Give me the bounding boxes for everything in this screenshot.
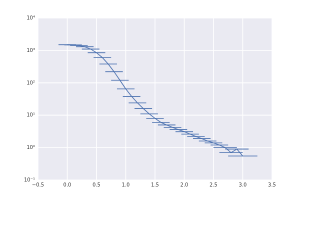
y-tick-label: 10¹ <box>27 113 35 119</box>
x-tick-label: 3.5 <box>268 183 276 189</box>
x-tick-label: 0.0 <box>63 183 71 189</box>
y-tick-label: 10⁴ <box>27 16 35 22</box>
x-tick-label: 3.0 <box>239 183 247 189</box>
x-tick-label: 1.5 <box>151 183 159 189</box>
chart: −0.5 0.0 0.5 1.0 1.5 2.0 2.5 3.0 3.5 10⁻¹ 10⁰ 10¹ 10… <box>24 16 276 189</box>
x-tick-label: −0.5 <box>32 183 44 189</box>
x-tick-label: 0.5 <box>93 183 101 189</box>
x-tick-label: 1.0 <box>122 183 130 189</box>
y-tick-label: 10² <box>27 80 35 86</box>
y-tick-label: 10⁰ <box>27 145 35 151</box>
x-tick-label: 2.0 <box>180 183 188 189</box>
y-tick-label: 10⁻¹ <box>24 178 35 184</box>
x-tick-label: 2.5 <box>210 183 218 189</box>
y-tick-label: 10³ <box>27 48 35 54</box>
